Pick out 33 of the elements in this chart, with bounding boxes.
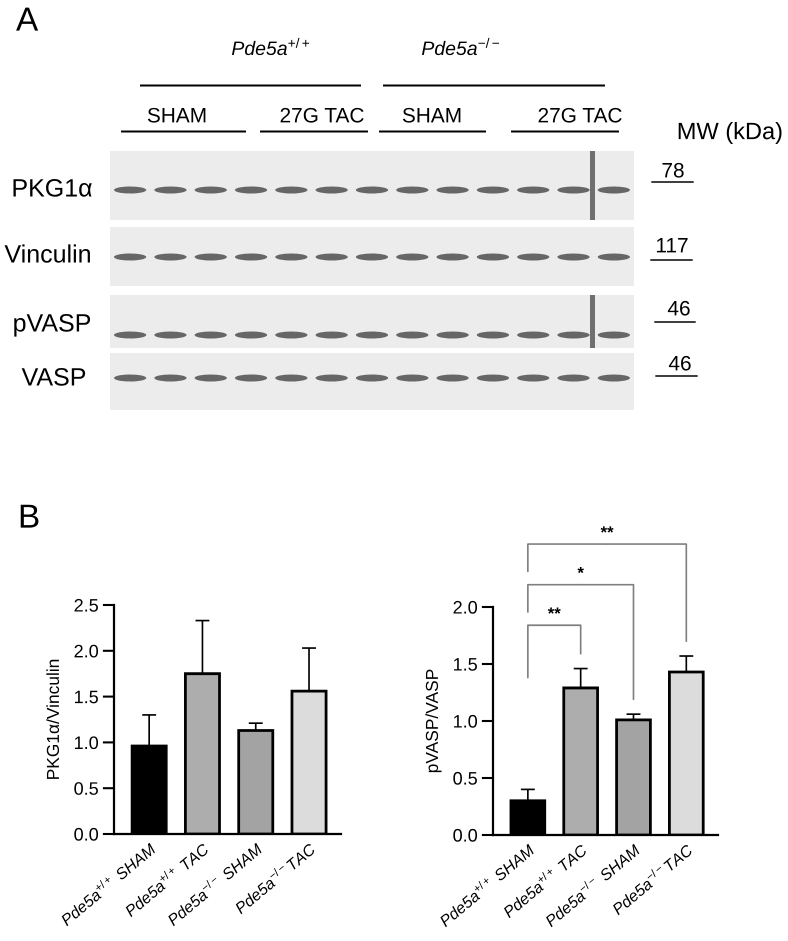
y-tick-label: 2.0 <box>454 600 478 614</box>
annotation: ** <box>548 608 561 614</box>
text: 78 <box>662 162 684 178</box>
text: MW (kDa) <box>678 122 782 144</box>
text: 117 <box>656 238 688 252</box>
text: 27G TAC <box>280 108 364 123</box>
text: SHAM <box>148 108 206 123</box>
text: Vinculin <box>4 244 90 263</box>
y-tick-label: 0.0 <box>453 828 478 842</box>
text: VASP <box>22 368 86 386</box>
text: pVASP <box>14 314 90 337</box>
chart-title: B <box>20 504 38 528</box>
y-tick-label: 0.5 <box>453 772 477 785</box>
y-tick-label: 2.0 <box>74 644 98 658</box>
text: * <box>577 566 584 574</box>
y-tick-label: 0.5 <box>74 782 98 795</box>
y-tick-label: 1.5 <box>454 658 477 671</box>
y-tick-label: 1.0 <box>75 736 98 750</box>
y-tick-label: 0.0 <box>74 828 98 841</box>
text: 46 <box>668 300 690 316</box>
y-tick-label: 2.5 <box>74 598 98 612</box>
text: SHAM <box>402 108 460 123</box>
text: ** <box>600 526 614 533</box>
y-tick-label: 1.0 <box>454 714 478 728</box>
y-axis-title: pVASP/VASP <box>425 670 442 772</box>
text: 46 <box>668 356 691 371</box>
text: 27G TAC <box>538 108 622 123</box>
y-tick-label: 1.5 <box>75 690 98 704</box>
text: A <box>16 8 38 31</box>
y-axis-title: PKG1α/Vinculin <box>46 660 60 779</box>
text: Pde5a$^{−/−}$ <box>422 38 500 56</box>
text: PKG1α <box>13 179 92 197</box>
text: Pde5a$^{+/+}$ <box>232 38 310 56</box>
